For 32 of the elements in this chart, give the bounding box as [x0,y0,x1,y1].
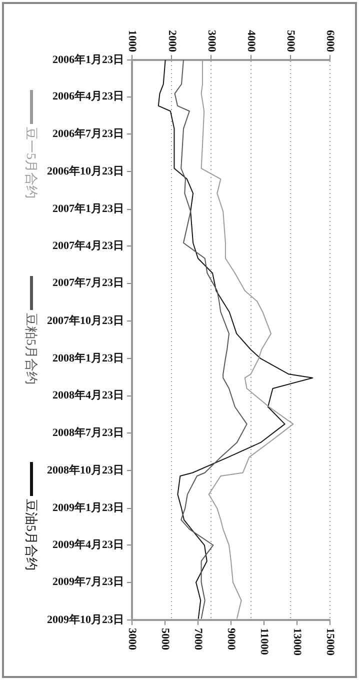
y-tick-label: 2008年7月23日 [52,426,124,439]
y-tick-label: 2009年7月23日 [52,575,124,588]
x2-tick-label: 5000 [284,30,297,52]
x2-tick-label: 1000 [126,30,138,52]
y-tick-label: 2006年7月23日 [52,126,124,140]
x-tick-label: 7000 [192,628,204,650]
text: 豆一5月合约 [23,127,40,198]
x2-tick-label: 6000 [324,30,336,52]
y-tick-label: 2006年4月23日 [52,90,124,103]
y-tick-label: 2009年10月23日 [47,612,124,626]
x-tick-label: 11000 [258,628,270,656]
y-tick-label: 2006年10月23日 [47,164,124,178]
y-tick-label: 2007年10月23日 [47,314,124,327]
x-tick-label: 13000 [291,628,304,656]
y-tick-label: 2008年10月23日 [47,464,124,477]
text: 豆油5月合约 [23,498,40,570]
x-tick-label: 15000 [324,628,336,656]
x-tick-label: 5000 [159,628,172,650]
x2-tick-label: 3000 [205,30,218,52]
x-tick-label: 9000 [225,628,238,650]
x2-tick-label: 2000 [166,30,178,52]
y-tick-label: 2008年1月23日 [52,351,124,364]
y-tick-label: 2009年1月23日 [52,501,124,514]
y-tick-label: 2007年7月23日 [52,276,124,290]
y-tick-label: 2006年1月23日 [52,52,124,66]
y-tick-label: 2009年4月23日 [52,538,124,551]
x-tick-label: 3000 [126,628,138,650]
text: 豆粕5月合约 [23,312,40,384]
y-tick-label: 2008年4月23日 [52,388,124,402]
x2-tick-label: 4000 [244,30,257,52]
y-tick-label: 2007年1月23日 [52,202,124,216]
y-tick-label: 2007年4月23日 [52,238,124,252]
